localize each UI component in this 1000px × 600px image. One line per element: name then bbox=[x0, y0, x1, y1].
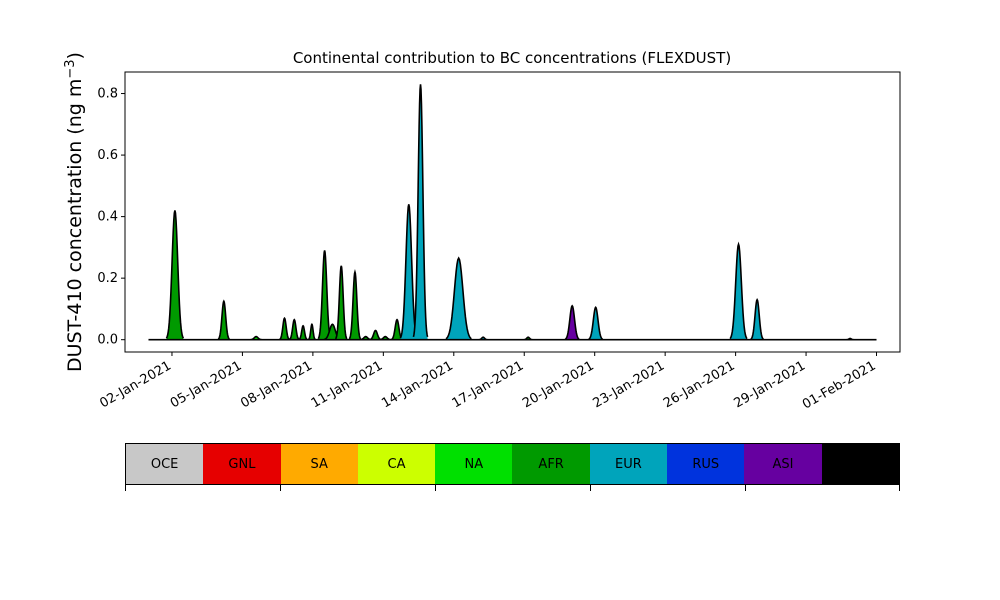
x-tick-label: 14-Jan-2021 bbox=[379, 358, 456, 411]
total-line-segment bbox=[217, 299, 231, 340]
plot-frame bbox=[124, 71, 901, 353]
y-tick-label: 0.6 bbox=[97, 148, 118, 163]
total-line-segment bbox=[729, 241, 748, 340]
x-tick-label: 23-Jan-2021 bbox=[591, 358, 668, 411]
legend-cell-rus: RUS bbox=[667, 444, 745, 484]
legend-cell-ca: CA bbox=[357, 444, 436, 484]
x-tick-label: 26-Jan-2021 bbox=[661, 358, 738, 411]
total-line-segment bbox=[445, 256, 472, 340]
legend-cell-gnl: GNL bbox=[203, 444, 281, 484]
colorbar-tick bbox=[745, 485, 746, 491]
colorbar-tick bbox=[125, 485, 126, 491]
x-tick-label: 08-Jan-2021 bbox=[238, 358, 315, 411]
total-line-segment bbox=[369, 329, 382, 341]
total-line-segment bbox=[279, 316, 290, 341]
x-tick-label: 05-Jan-2021 bbox=[168, 358, 245, 411]
chart-title: Continental contribution to BC concentra… bbox=[293, 49, 731, 67]
x-tick-label: 20-Jan-2021 bbox=[520, 358, 597, 411]
plot-area bbox=[148, 84, 877, 341]
total-line-segment bbox=[348, 269, 362, 340]
legend-cell-sa: SA bbox=[280, 444, 358, 484]
legend-cell-aus: AUS bbox=[821, 444, 899, 484]
colorbar-tick bbox=[590, 485, 591, 491]
legend-cell-asi: ASI bbox=[744, 444, 822, 484]
x-tick-label: 17-Jan-2021 bbox=[450, 358, 527, 411]
colorbar-tick bbox=[280, 485, 281, 491]
total-line-segment bbox=[298, 324, 308, 341]
x-tick-label: 11-Jan-2021 bbox=[309, 358, 386, 411]
legend-cell-oce: OCE bbox=[126, 444, 204, 484]
total-line-segment bbox=[307, 323, 316, 341]
x-tick-label: 01-Feb-2021 bbox=[800, 358, 879, 412]
total-line-segment bbox=[334, 265, 348, 340]
y-tick-label: 0.4 bbox=[97, 210, 118, 225]
legend-cell-na: NA bbox=[435, 444, 513, 484]
total-line-segment bbox=[165, 210, 185, 339]
x-axis: 02-Jan-202105-Jan-202108-Jan-202111-Jan-… bbox=[97, 352, 879, 412]
y-axis-label: DUST-410 concentration (ng m−3) bbox=[63, 52, 86, 372]
colorbar-ticks bbox=[125, 485, 900, 493]
y-tick-label: 0.0 bbox=[97, 333, 118, 348]
y-axis: 0.0 0.2 0.4 0.6 0.8 bbox=[97, 87, 125, 348]
total-line-segment bbox=[750, 298, 764, 340]
total-line-segment bbox=[564, 304, 580, 340]
x-tick-label: 29-Jan-2021 bbox=[731, 358, 808, 411]
legend-cell-eur: EUR bbox=[589, 444, 668, 484]
y-tick-label: 0.2 bbox=[97, 271, 118, 286]
colorbar-legend: OCE GNL SA CA NA AFR EUR RUS ASI AUS bbox=[125, 443, 900, 485]
y-tick-label: 0.8 bbox=[97, 87, 118, 102]
total-line-segment bbox=[317, 250, 332, 340]
total-line-segment bbox=[412, 84, 429, 338]
legend-cell-afr: AFR bbox=[512, 444, 590, 484]
total-line-segment bbox=[588, 306, 604, 341]
colorbar-tick bbox=[899, 485, 900, 491]
colorbar-tick bbox=[435, 485, 436, 491]
total-line-segment bbox=[288, 318, 300, 341]
x-tick-label: 02-Jan-2021 bbox=[97, 358, 174, 411]
